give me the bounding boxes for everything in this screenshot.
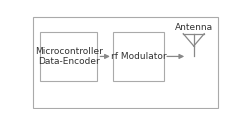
Text: Microcontroller
Data-Encoder: Microcontroller Data-Encoder [35,47,103,66]
Bar [113,32,164,81]
Bar [40,32,97,81]
Text: rf Modulator: rf Modulator [111,52,166,61]
Text: Antenna: Antenna [175,23,213,32]
